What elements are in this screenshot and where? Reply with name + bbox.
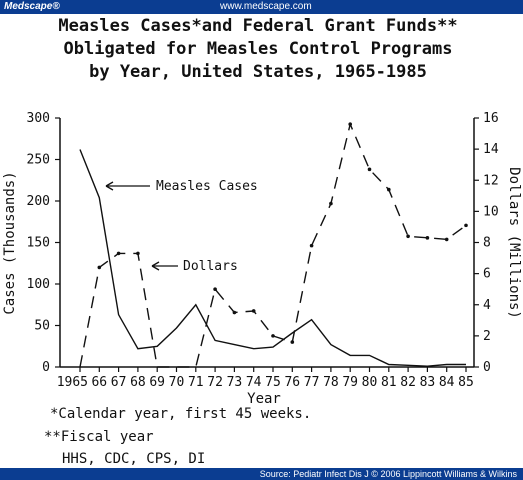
y-right-tick-label: 4: [483, 298, 491, 313]
x-tick-label: 67: [111, 375, 127, 390]
x-tick-label: 72: [207, 375, 223, 390]
x-tick-label: 80: [362, 375, 378, 390]
x-tick-label: 77: [304, 375, 320, 390]
x-tick-label: 82: [400, 375, 416, 390]
y-right-tick-label: 14: [483, 142, 499, 157]
dollars-point: [464, 223, 468, 228]
y-left-tick-label: 0: [42, 360, 50, 375]
dollars-point: [232, 310, 237, 315]
dollars-point: [136, 251, 140, 256]
dollars-point: [271, 334, 275, 338]
y-right-tick-label: 16: [483, 111, 499, 126]
y-axis-right-title: Dollars (Millions): [506, 167, 522, 319]
x-tick-label: 85: [458, 375, 474, 390]
dollars-point: [251, 309, 256, 313]
dollars-point: [387, 187, 391, 192]
x-tick-label: 78: [323, 375, 339, 390]
measles-chart: Measles Cases*and Federal Grant Funds** …: [2, 16, 522, 467]
x-tick-label: 1965: [57, 375, 88, 390]
chart-title-line-2: Obligated for Measles Control Programs: [64, 39, 453, 59]
measles-cases-line: [79, 149, 466, 367]
y-left-tick-label: 100: [27, 277, 50, 292]
measles-cases-label: Measles Cases: [156, 179, 258, 194]
x-tick-label: 75: [265, 375, 281, 390]
y-right-tick-label: 2: [483, 329, 491, 344]
footnote-calendar-year: *Calendar year, first 45 weeks.: [50, 406, 311, 422]
y-right-tick-label: 10: [483, 204, 499, 219]
dollars-point: [329, 201, 333, 206]
dollars-point: [444, 237, 449, 242]
y-right-tick-label: 0: [483, 360, 491, 375]
chart-title-line-3: by Year, United States, 1965-1985: [89, 62, 427, 82]
dollars-point: [367, 167, 372, 172]
dollars-point: [290, 340, 295, 344]
x-tick-label: 84: [439, 375, 455, 390]
x-tick-label: 79: [342, 375, 358, 390]
x-axis-ticks: 1965 66 67 68 69 70 71 72 73 74 75 76 77 78 79 80 81 82 83…: [57, 367, 474, 390]
dollars-point: [309, 243, 314, 248]
x-tick-label: 73: [227, 375, 243, 390]
dollars-line: [79, 121, 467, 368]
dollars-point: [348, 122, 353, 127]
y-left-tick-label: 150: [27, 236, 50, 251]
chart-title-line-1: Measles Cases*and Federal Grant Funds**: [58, 16, 457, 36]
series-layer: [79, 121, 468, 368]
left-axis-ticks: 0 50 100 150 200 250 300: [27, 111, 60, 375]
y-left-tick-label: 200: [27, 194, 50, 209]
x-tick-label: 83: [420, 375, 436, 390]
x-tick-label: 76: [284, 375, 300, 390]
dollars-arrowhead: [151, 261, 160, 271]
dollars-point: [116, 251, 121, 256]
dollars-point: [406, 234, 410, 239]
x-tick-label: 70: [169, 375, 185, 390]
y-left-tick-label: 250: [27, 153, 50, 168]
dollars-point: [97, 265, 102, 270]
source-credit: Source: Pediatr Infect Dis J © 2006 Lipp…: [259, 469, 517, 479]
footer-banner: Source: Pediatr Infect Dis J © 2006 Lipp…: [0, 468, 523, 480]
x-tick-label: 69: [149, 375, 165, 390]
y-axis-left-title: Cases (Thousands): [2, 171, 18, 314]
header-banner: Medscape® www.medscape.com: [0, 0, 523, 14]
y-right-tick-label: 8: [483, 236, 491, 251]
measles-cases-arrowhead: [105, 181, 114, 191]
dollars-label: Dollars: [183, 259, 238, 274]
x-tick-label: 81: [381, 375, 397, 390]
y-right-tick-label: 6: [483, 267, 491, 282]
footnote-fiscal-year: **Fiscal year: [44, 429, 154, 445]
dollars-point: [213, 287, 217, 291]
x-axis-title: Year: [247, 391, 281, 407]
footnote-agency: HHS, CDC, CPS, DI: [62, 451, 205, 467]
y-left-tick-label: 50: [34, 319, 50, 334]
x-tick-label: 68: [130, 375, 146, 390]
medscape-logo[interactable]: Medscape®: [4, 1, 60, 12]
y-right-tick-label: 12: [483, 173, 499, 188]
x-tick-label: 74: [246, 375, 262, 390]
x-tick-label: 66: [91, 375, 107, 390]
x-tick-label: 71: [188, 375, 204, 390]
site-url[interactable]: www.medscape.com: [220, 1, 312, 12]
dollars-point: [425, 236, 430, 240]
right-axis-ticks: 0 2 4 6 8 10 12 14 16: [474, 111, 499, 375]
y-left-tick-label: 300: [27, 111, 50, 126]
